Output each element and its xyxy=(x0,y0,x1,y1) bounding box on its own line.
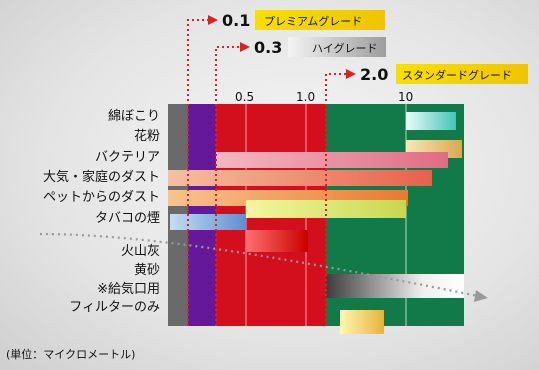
range-bar-tobacco-blue xyxy=(170,214,246,230)
category-label-volcanic-ash: 火山灰 xyxy=(121,244,160,259)
category-label-note: ※給気口用 xyxy=(97,281,160,297)
svg-text:0.1: 0.1 xyxy=(222,11,250,30)
category-label-air-dust: 大気・家庭のダスト xyxy=(43,169,160,185)
category-label-pollen: 花粉 xyxy=(134,128,160,144)
category-label-cotton-dust: 綿ぼこり xyxy=(108,109,160,124)
separator-arrowhead xyxy=(474,290,488,302)
category-label-bacteria: バクテリア xyxy=(95,150,160,165)
range-bar-volcanic-ash xyxy=(246,230,308,252)
range-bar-bacteria xyxy=(216,152,448,168)
tick-label-10: 10 xyxy=(398,90,413,104)
tick-label-0.5: 0.5 xyxy=(235,90,254,104)
grade-indicator-2.0: 2.0 スタンダードグレード xyxy=(325,64,528,326)
tick-label-1.0: 1.0 xyxy=(296,90,315,104)
unit-label: (単位：マイクロメートル) xyxy=(6,347,135,361)
category-label-note2: フィルターのみ xyxy=(69,300,160,315)
range-bar-air-dust xyxy=(168,170,432,186)
range-bar-filter-only xyxy=(340,310,384,334)
range-bar-yellow-sand xyxy=(326,274,464,298)
svg-text:0.3: 0.3 xyxy=(254,38,282,57)
grade-indicator-0.1: 0.1 プレミアムグレード xyxy=(187,10,385,326)
category-label-tobacco: タバコの煙 xyxy=(95,211,160,226)
category-label-pet-dust: ペットからのダスト xyxy=(43,190,160,205)
svg-text:2.0: 2.0 xyxy=(360,65,388,84)
grade-indicator-0.3: 0.3 ハイグレード xyxy=(215,37,386,326)
svg-text:ハイグレード: ハイグレード xyxy=(312,41,378,55)
svg-text:スタンダードグレード: スタンダードグレード xyxy=(402,68,512,82)
range-bar-cotton-dust xyxy=(406,112,456,130)
svg-text:プレミアムグレード: プレミアムグレード xyxy=(264,14,362,28)
category-label-yellow-sand: 黄砂 xyxy=(134,263,160,278)
